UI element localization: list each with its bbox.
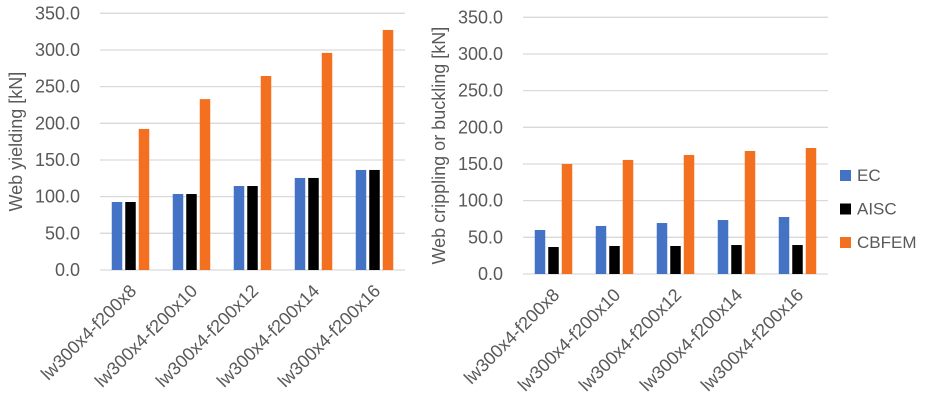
- x-tick-label: lw300x4-f200x14: [636, 285, 746, 395]
- y-tick-label: 50.0: [45, 223, 80, 243]
- y-axis-label: Web crippling or buckling [kN]: [429, 27, 449, 265]
- bar-aisc: [186, 194, 197, 270]
- y-tick-label: 0.0: [478, 264, 503, 284]
- legend-swatch-aisc: [840, 203, 851, 215]
- bar-aisc: [125, 202, 136, 270]
- bar-cbfem: [138, 128, 150, 270]
- bar-aisc: [247, 186, 258, 270]
- bar-aisc: [369, 169, 380, 270]
- bar-ec: [656, 223, 668, 274]
- y-tick-label: 250.0: [458, 81, 503, 101]
- bar-ec: [233, 186, 245, 270]
- y-tick-label: 300.0: [458, 44, 503, 64]
- bar-aisc: [731, 245, 742, 274]
- y-axis-label: Web yielding [kN]: [6, 72, 26, 212]
- x-tick-label: lw300x4-f200x14: [213, 281, 323, 391]
- legend-label-cbfem: CBFEM: [857, 233, 917, 252]
- y-tick-label: 0.0: [55, 260, 80, 280]
- bar-ec: [595, 225, 607, 274]
- x-tick-label: lw300x4-f200x10: [91, 281, 201, 391]
- y-tick-label: 50.0: [468, 227, 503, 247]
- bar-cbfem: [321, 52, 333, 270]
- y-tick-label: 200.0: [35, 113, 80, 133]
- bar-cbfem: [382, 29, 394, 271]
- bar-aisc: [792, 245, 803, 274]
- bar-cbfem: [199, 99, 211, 270]
- bar-aisc: [548, 247, 559, 274]
- x-tick-label: lw300x4-f200x10: [514, 285, 624, 395]
- legend-label-aisc: AISC: [857, 200, 897, 219]
- legend-swatch-ec: [840, 170, 851, 181]
- bar-cbfem: [622, 159, 634, 274]
- x-tick-label: lw300x4-f200x16: [274, 281, 384, 391]
- legend-label-ec: EC: [857, 166, 881, 185]
- legend-swatch-cbfem: [840, 237, 851, 248]
- bar-cbfem: [683, 154, 695, 274]
- bar-ec: [778, 217, 790, 274]
- y-tick-label: 350.0: [458, 7, 503, 27]
- bar-cbfem: [744, 151, 756, 274]
- bar-cbfem: [260, 76, 272, 270]
- bar-aisc: [308, 177, 319, 270]
- bar-ec: [717, 220, 729, 274]
- x-tick-label: lw300x4-f200x16: [697, 285, 807, 395]
- y-tick-label: 250.0: [35, 77, 80, 97]
- bar-ec: [172, 194, 184, 270]
- y-tick-label: 350.0: [35, 3, 80, 23]
- y-tick-label: 150.0: [35, 150, 80, 170]
- bar-cbfem: [561, 163, 573, 274]
- x-tick-label: lw300x4-f200x12: [575, 285, 685, 395]
- bar-aisc: [609, 245, 620, 274]
- bar-cbfem: [805, 147, 817, 274]
- bar-ec: [355, 169, 367, 270]
- y-tick-label: 300.0: [35, 40, 80, 60]
- bar-aisc: [670, 245, 681, 274]
- y-tick-label: 100.0: [35, 187, 80, 207]
- x-tick-label: lw300x4-f200x12: [152, 281, 262, 391]
- y-tick-label: 200.0: [458, 117, 503, 137]
- y-tick-label: 100.0: [458, 191, 503, 211]
- bar-ec: [294, 177, 306, 270]
- bar-ec: [111, 202, 123, 270]
- bar-ec: [534, 229, 546, 274]
- y-tick-label: 150.0: [458, 154, 503, 174]
